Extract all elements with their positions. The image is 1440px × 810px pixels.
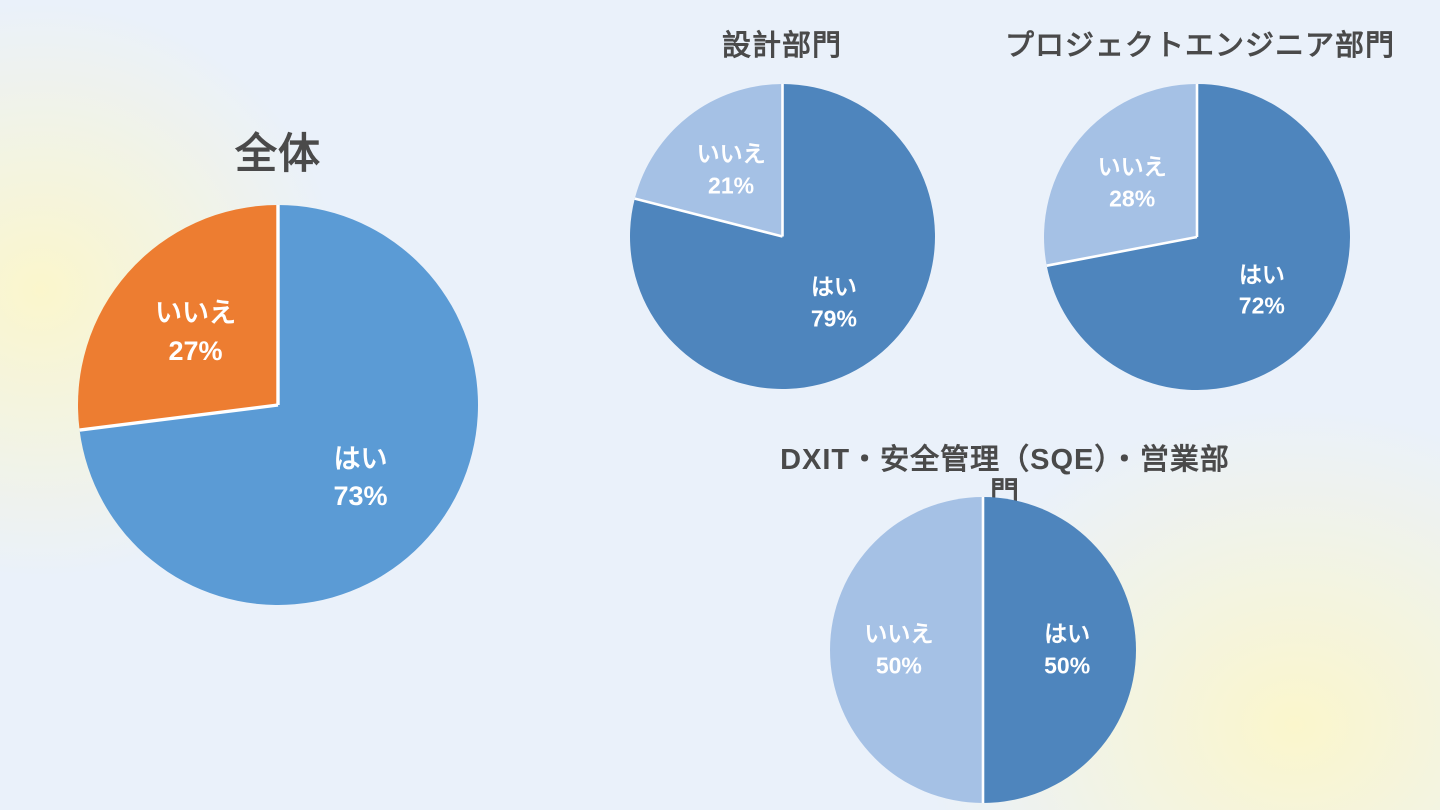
slice-label-text: はい — [1044, 620, 1091, 647]
slice-label-yes: はい 50% — [1044, 618, 1090, 681]
slice-label-percent: 28% — [1109, 185, 1156, 212]
pie-slice-yes — [983, 497, 1136, 803]
slice-label-percent: 73% — [333, 480, 388, 511]
slice-label-text: いいえ — [696, 140, 766, 167]
chart-title-dxit-sqe-sales-dept: DXIT・安全管理（SQE）・営業部門 — [780, 444, 1230, 510]
slice-label-text: いいえ — [864, 620, 934, 647]
pie-svg — [1044, 84, 1350, 390]
pie-slice-no — [1044, 84, 1197, 266]
pie-overall: はい 73% いいえ 27% — [78, 205, 478, 605]
slice-label-percent: 27% — [168, 335, 223, 366]
slice-separator — [634, 197, 783, 238]
slice-separator — [79, 403, 279, 432]
pie-design-dept: はい 79% いいえ 21% — [630, 84, 935, 389]
slice-label-yes: はい 72% — [1239, 259, 1285, 322]
slice-label-percent: 72% — [1238, 292, 1285, 319]
slice-label-no: いいえ 50% — [864, 618, 933, 681]
slice-label-text: はい — [1238, 260, 1285, 287]
slice-label-no: いいえ 28% — [1098, 152, 1167, 215]
slice-label-percent: 21% — [708, 172, 755, 199]
slice-label-percent: 50% — [1044, 652, 1091, 678]
pie-svg — [830, 497, 1136, 803]
slice-label-yes: はい 79% — [811, 271, 857, 334]
slice-label-text: はい — [810, 273, 857, 300]
slice-label-text: いいえ — [1097, 153, 1167, 180]
slice-label-text: はい — [333, 443, 388, 474]
slice-label-no: いいえ 27% — [155, 295, 236, 370]
pie-svg — [78, 205, 478, 605]
pie-slice-no — [78, 205, 278, 431]
chart-title-design-dept: 設計部門 — [721, 30, 842, 62]
chart-title-project-engineer-dept: プロジェクトエンジニア部門 — [1004, 30, 1395, 62]
slice-label-percent: 79% — [810, 304, 857, 331]
slice-label-yes: はい 73% — [333, 440, 387, 515]
pie-slice-no — [634, 84, 783, 237]
slice-label-percent: 50% — [875, 652, 922, 678]
slice-label-no: いいえ 21% — [697, 138, 766, 201]
pie-dxit-sqe-sales-dept: はい 50% いいえ 50% — [830, 497, 1136, 803]
pie-svg — [630, 84, 935, 389]
pie-slice-yes — [1046, 84, 1350, 390]
chart-title-overall: 全体 — [234, 130, 321, 177]
pie-project-engineer-dept: はい 72% いいえ 28% — [1044, 84, 1350, 390]
slice-label-text: いいえ — [154, 298, 236, 328]
slice-separator — [1046, 235, 1198, 267]
pie-slice-no — [830, 497, 983, 803]
